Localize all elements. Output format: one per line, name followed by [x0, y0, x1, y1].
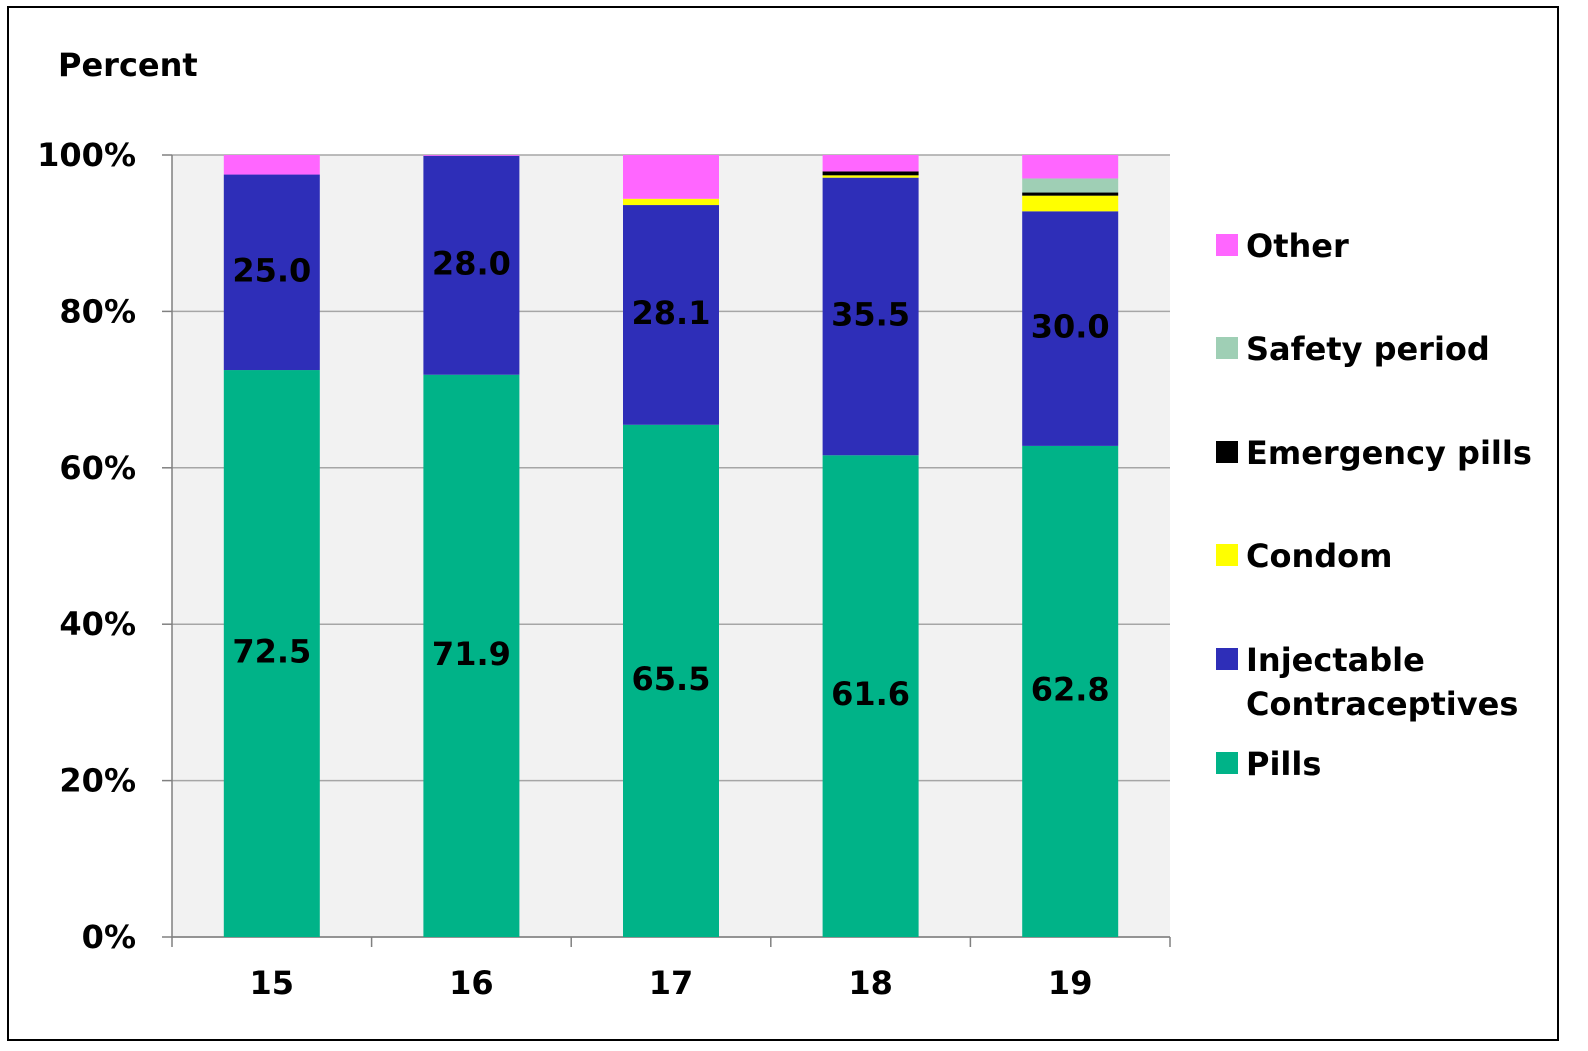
bar-segment: [623, 155, 719, 199]
legend-entry: Condom: [1216, 534, 1556, 578]
legend-entry: Pills: [1216, 742, 1556, 786]
data-label: 35.5: [831, 295, 910, 333]
bar-segment: [822, 177, 919, 456]
legend-swatch: [1216, 648, 1238, 670]
data-label: 62.8: [1031, 670, 1110, 708]
legend-label: Injectable Contraceptives: [1246, 641, 1519, 723]
bar-segment: [822, 171, 919, 176]
bar-segment: [822, 455, 919, 937]
data-label: 25.0: [232, 251, 311, 289]
bar-segment: [1022, 178, 1119, 193]
bar-segment: [1022, 211, 1119, 446]
bar-segment: [623, 424, 719, 937]
y-axis-label: Percent: [58, 46, 198, 84]
bar-segment: [223, 370, 320, 937]
data-label: 72.5: [232, 633, 311, 671]
x-tick-label: 16: [449, 964, 494, 1002]
bar-segment: [623, 205, 719, 425]
bar-segment: [1022, 192, 1119, 196]
legend-swatch: [1216, 752, 1238, 774]
bar-segment: [223, 155, 320, 175]
legend-label: Pills: [1246, 745, 1322, 783]
data-label: 30.0: [1031, 308, 1110, 346]
legend-swatch: [1216, 544, 1238, 566]
legend-entry: Safety period: [1216, 327, 1556, 371]
bar-segment: [223, 174, 320, 371]
data-label: 28.0: [432, 244, 511, 282]
legend-swatch: [1216, 337, 1238, 359]
legend-label: Safety period: [1246, 330, 1490, 368]
y-tick-label: 80%: [59, 292, 136, 330]
y-tick-label: 60%: [59, 449, 136, 487]
bar-segment: [623, 198, 719, 206]
legend-label: Other: [1246, 227, 1349, 265]
legend-swatch: [1216, 234, 1238, 256]
y-tick-label: 100%: [37, 136, 136, 174]
bar-segment: [1022, 445, 1119, 937]
bar-segment: [1022, 155, 1119, 179]
x-tick-label: 15: [250, 964, 295, 1002]
bar-segment: [822, 155, 919, 172]
x-tick-label: 19: [1048, 964, 1093, 1002]
legend-label: Emergency pills: [1246, 434, 1532, 472]
legend-swatch: [1216, 441, 1238, 463]
y-tick-label: 0%: [82, 918, 136, 956]
bar-segment: [822, 175, 919, 178]
y-tick-label: 20%: [59, 762, 136, 800]
data-label: 28.1: [632, 294, 711, 332]
legend-entry: Other: [1216, 224, 1556, 268]
legend-label: Condom: [1246, 537, 1393, 575]
x-tick-label: 18: [848, 964, 893, 1002]
bar-segment: [423, 155, 520, 156]
frame: [7, 6, 1559, 1041]
data-label: 71.9: [432, 635, 511, 673]
bar-segment: [423, 155, 520, 375]
bar-segment: [423, 374, 520, 937]
legend-entry: Injectable Contraceptives: [1216, 638, 1556, 726]
y-tick-label: 40%: [59, 605, 136, 643]
data-label: 65.5: [632, 660, 711, 698]
x-tick-label: 17: [649, 964, 694, 1002]
bar-segment: [1022, 195, 1119, 212]
legend-entry: Emergency pills: [1216, 431, 1556, 475]
data-label: 61.6: [831, 675, 910, 713]
